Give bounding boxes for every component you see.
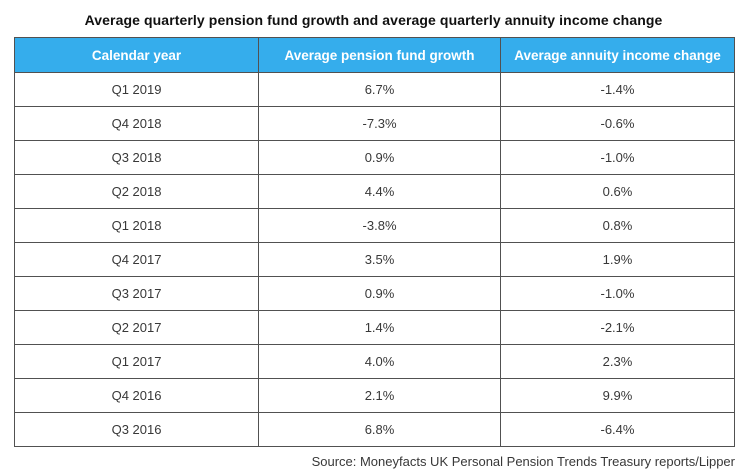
cell-pension-growth: 4.4% xyxy=(258,174,501,209)
table-header: Calendar year Average pension fund growt… xyxy=(13,37,736,73)
table-row: Q3 2016 6.8% -6.4% xyxy=(13,412,736,447)
column-header-calendar-year: Calendar year xyxy=(13,37,260,73)
cell-annuity-change: 2.3% xyxy=(499,344,736,379)
column-header-pension-growth: Average pension fund growth xyxy=(258,37,501,73)
table-row: Q2 2018 4.4% 0.6% xyxy=(13,174,736,209)
cell-calendar-year: Q4 2017 xyxy=(13,242,260,277)
data-table: Calendar year Average pension fund growt… xyxy=(13,37,736,447)
cell-annuity-change: -0.6% xyxy=(499,106,736,141)
cell-annuity-change: -2.1% xyxy=(499,310,736,345)
cell-pension-growth: 6.7% xyxy=(258,72,501,107)
cell-calendar-year: Q1 2019 xyxy=(13,72,260,107)
cell-calendar-year: Q4 2016 xyxy=(13,378,260,413)
page-title: Average quarterly pension fund growth an… xyxy=(84,12,663,28)
cell-calendar-year: Q3 2018 xyxy=(13,140,260,175)
cell-calendar-year: Q3 2016 xyxy=(13,412,260,447)
cell-annuity-change: 1.9% xyxy=(499,242,736,277)
cell-annuity-change: 0.6% xyxy=(499,174,736,209)
cell-pension-growth: 0.9% xyxy=(258,140,501,175)
cell-pension-growth: 3.5% xyxy=(258,242,501,277)
table-row: Q4 2018 -7.3% -0.6% xyxy=(13,106,736,141)
cell-annuity-change: 0.8% xyxy=(499,208,736,243)
table-row: Q2 2017 1.4% -2.1% xyxy=(13,310,736,345)
table-row: Q4 2016 2.1% 9.9% xyxy=(13,378,736,413)
cell-pension-growth: 6.8% xyxy=(258,412,501,447)
table-row: Q1 2017 4.0% 2.3% xyxy=(13,344,736,379)
table-row: Q1 2019 6.7% -1.4% xyxy=(13,72,736,107)
cell-pension-growth: -7.3% xyxy=(258,106,501,141)
cell-pension-growth: 4.0% xyxy=(258,344,501,379)
table-row: Q4 2017 3.5% 1.9% xyxy=(13,242,736,277)
cell-calendar-year: Q2 2017 xyxy=(13,310,260,345)
cell-pension-growth: 2.1% xyxy=(258,378,501,413)
table-body: Q1 2019 6.7% -1.4% Q4 2018 -7.3% -0.6% Q3 2018… xyxy=(13,72,736,447)
cell-pension-growth: 0.9% xyxy=(258,276,501,311)
cell-annuity-change: -1.4% xyxy=(499,72,736,107)
cell-annuity-change: -6.4% xyxy=(499,412,736,447)
cell-calendar-year: Q4 2018 xyxy=(13,106,260,141)
cell-calendar-year: Q2 2018 xyxy=(13,174,260,209)
source-note: Source: Moneyfacts UK Personal Pension T… xyxy=(311,454,735,469)
table-row: Q3 2018 0.9% -1.0% xyxy=(13,140,736,175)
cell-calendar-year: Q1 2017 xyxy=(13,344,260,379)
cell-calendar-year: Q1 2018 xyxy=(13,208,260,243)
cell-pension-growth: 1.4% xyxy=(258,310,501,345)
header-row: Calendar year Average pension fund growt… xyxy=(13,37,736,73)
cell-calendar-year: Q3 2017 xyxy=(13,276,260,311)
cell-annuity-change: 9.9% xyxy=(499,378,736,413)
cell-pension-growth: -3.8% xyxy=(258,208,501,243)
table-row: Q1 2018 -3.8% 0.8% xyxy=(13,208,736,243)
column-header-annuity-change: Average annuity income change xyxy=(499,37,736,73)
cell-annuity-change: -1.0% xyxy=(499,276,736,311)
table-row: Q3 2017 0.9% -1.0% xyxy=(13,276,736,311)
cell-annuity-change: -1.0% xyxy=(499,140,736,175)
